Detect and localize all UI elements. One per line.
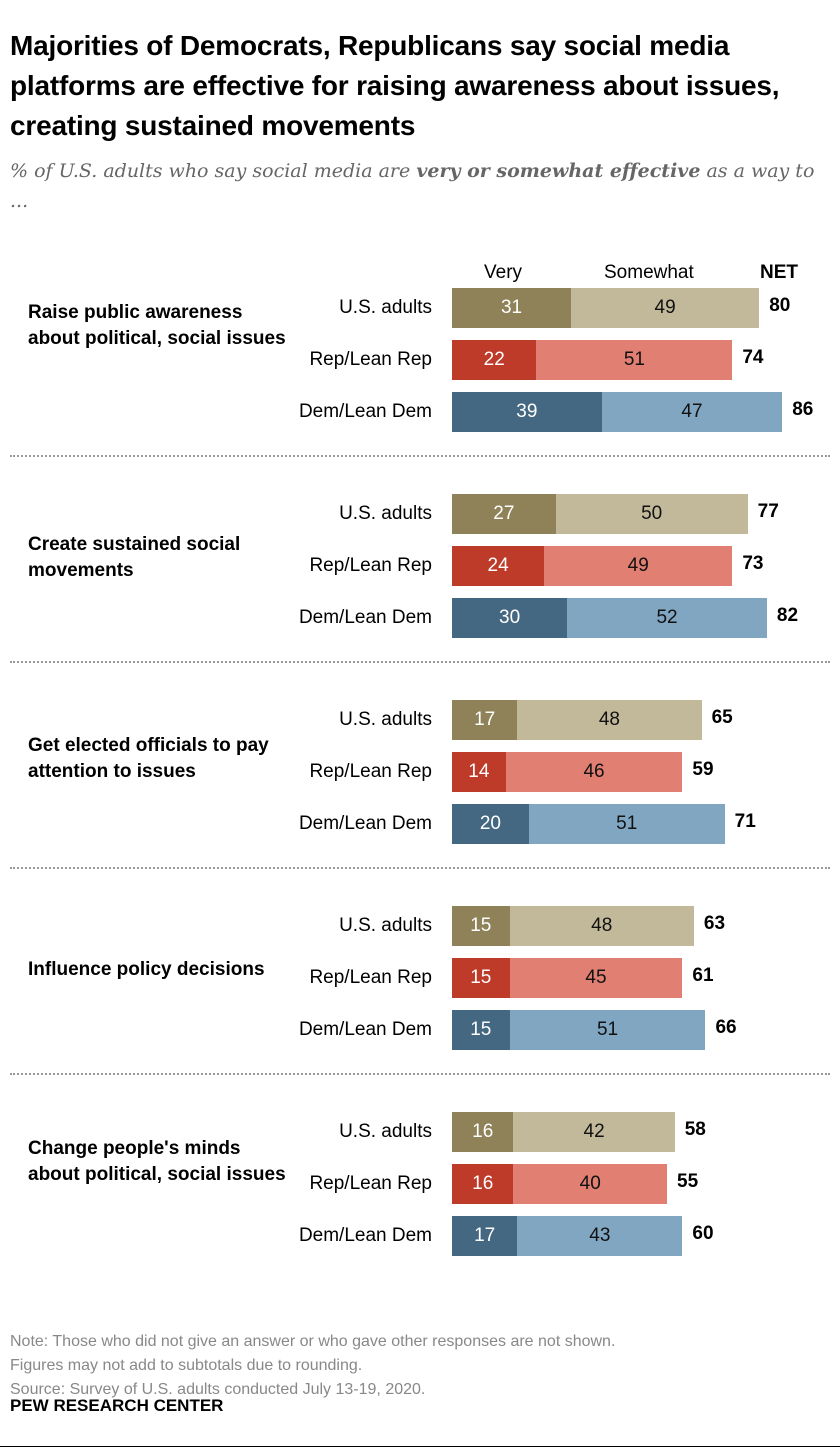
subtitle-text: % of U.S. adults who say social media ar… bbox=[10, 160, 417, 182]
subtitle-emphasis: very or somewhat effective bbox=[416, 160, 701, 182]
bar-somewhat: 50 bbox=[555, 494, 748, 534]
net-value: 55 bbox=[677, 1171, 699, 1192]
chart-title: Majorities of Democrats, Republicans say… bbox=[10, 30, 780, 141]
net-value: 58 bbox=[684, 1119, 706, 1140]
bar-very: 20 bbox=[452, 804, 529, 844]
group-label: Raise public awareness about political, … bbox=[28, 302, 286, 349]
bar-somewhat: 49 bbox=[544, 546, 733, 586]
legend-somewhat: Somewhat bbox=[604, 262, 694, 283]
net-value: 82 bbox=[776, 605, 799, 626]
bar-very: 39 bbox=[452, 392, 602, 432]
bar-very: 24 bbox=[452, 546, 545, 586]
bar-somewhat: 51 bbox=[509, 1010, 706, 1050]
bar-somewhat: 43 bbox=[517, 1216, 683, 1256]
bar-very: 14 bbox=[452, 752, 506, 792]
bar-very: 16 bbox=[452, 1112, 514, 1152]
group-divider bbox=[10, 455, 830, 457]
row-label: Dem/Lean Dem bbox=[298, 1225, 432, 1246]
net-value: 86 bbox=[792, 399, 814, 420]
subtitle-text-end: as a way to ... bbox=[10, 160, 815, 212]
bar-very: 31 bbox=[452, 288, 572, 328]
group-label: Create sustained social movements bbox=[28, 534, 241, 581]
bar-somewhat: 46 bbox=[505, 752, 683, 792]
row-label: Dem/Lean Dem bbox=[298, 1019, 432, 1040]
bar-very: 17 bbox=[452, 1216, 518, 1256]
bar-somewhat: 48 bbox=[517, 700, 702, 740]
bar-somewhat: 48 bbox=[509, 906, 694, 946]
group-label: Get elected officials to pay attention t… bbox=[28, 735, 269, 782]
net-value: 63 bbox=[703, 913, 726, 934]
brand-label: PEW RESEARCH CENTER bbox=[10, 1396, 224, 1415]
group-divider bbox=[10, 1073, 830, 1075]
group-label: Influence policy decisions bbox=[28, 959, 265, 980]
net-value: 73 bbox=[742, 553, 764, 574]
group-divider bbox=[10, 867, 830, 869]
bar-somewhat: 49 bbox=[571, 288, 760, 328]
net-value: 61 bbox=[692, 965, 714, 986]
bar-very: 16 bbox=[452, 1164, 514, 1204]
row-label: U.S. adults bbox=[339, 915, 432, 936]
bar-very: 15 bbox=[452, 906, 510, 946]
bar-somewhat: 51 bbox=[536, 340, 733, 380]
net-value: 74 bbox=[742, 347, 764, 368]
chart-subtitle: % of U.S. adults who say social media ar… bbox=[10, 156, 830, 216]
net-value: 59 bbox=[692, 759, 714, 780]
net-value: 80 bbox=[769, 295, 791, 316]
bar-somewhat: 52 bbox=[567, 598, 767, 638]
row-label: Rep/Lean Rep bbox=[309, 761, 432, 782]
row-label: Rep/Lean Rep bbox=[309, 349, 432, 370]
row-label: U.S. adults bbox=[339, 503, 432, 524]
note-line-2: Figures may not add to subtotals due to … bbox=[10, 1357, 363, 1374]
net-value: 71 bbox=[734, 811, 756, 832]
source-line: Source: Survey of U.S. adults conducted … bbox=[10, 1381, 426, 1398]
bar-very: 17 bbox=[452, 700, 518, 740]
row-label: Rep/Lean Rep bbox=[309, 1173, 432, 1194]
row-label: U.S. adults bbox=[339, 1121, 432, 1142]
bar-very: 30 bbox=[452, 598, 568, 638]
bar-somewhat: 47 bbox=[601, 392, 783, 432]
bar-very: 15 bbox=[452, 958, 510, 998]
bar-somewhat: 40 bbox=[513, 1164, 668, 1204]
legend-net: NET bbox=[760, 262, 798, 283]
row-label: Dem/Lean Dem bbox=[298, 401, 432, 422]
group-label: Change people's minds about political, s… bbox=[28, 1138, 286, 1185]
bottom-rule bbox=[0, 1446, 840, 1447]
net-value: 77 bbox=[757, 501, 779, 522]
row-label: U.S. adults bbox=[339, 709, 432, 730]
note-line: Note: Those who did not give an answer o… bbox=[10, 1333, 616, 1350]
bar-somewhat: 42 bbox=[513, 1112, 675, 1152]
bar-very: 27 bbox=[452, 494, 556, 534]
row-label: Dem/Lean Dem bbox=[298, 607, 432, 628]
row-label: Dem/Lean Dem bbox=[298, 813, 432, 834]
row-label: U.S. adults bbox=[339, 297, 432, 318]
net-value: 65 bbox=[711, 707, 733, 728]
row-label: Rep/Lean Rep bbox=[309, 555, 432, 576]
net-value: 60 bbox=[692, 1223, 714, 1244]
bar-somewhat: 51 bbox=[528, 804, 725, 844]
bar-very: 22 bbox=[452, 340, 537, 380]
row-label: Rep/Lean Rep bbox=[309, 967, 432, 988]
legend-very: Very bbox=[484, 262, 523, 283]
bar-somewhat: 45 bbox=[509, 958, 683, 998]
group-divider bbox=[10, 661, 830, 663]
bar-very: 15 bbox=[452, 1010, 510, 1050]
net-value: 66 bbox=[715, 1017, 737, 1038]
footnote: Note: Those who did not give an answer o… bbox=[10, 1330, 615, 1402]
